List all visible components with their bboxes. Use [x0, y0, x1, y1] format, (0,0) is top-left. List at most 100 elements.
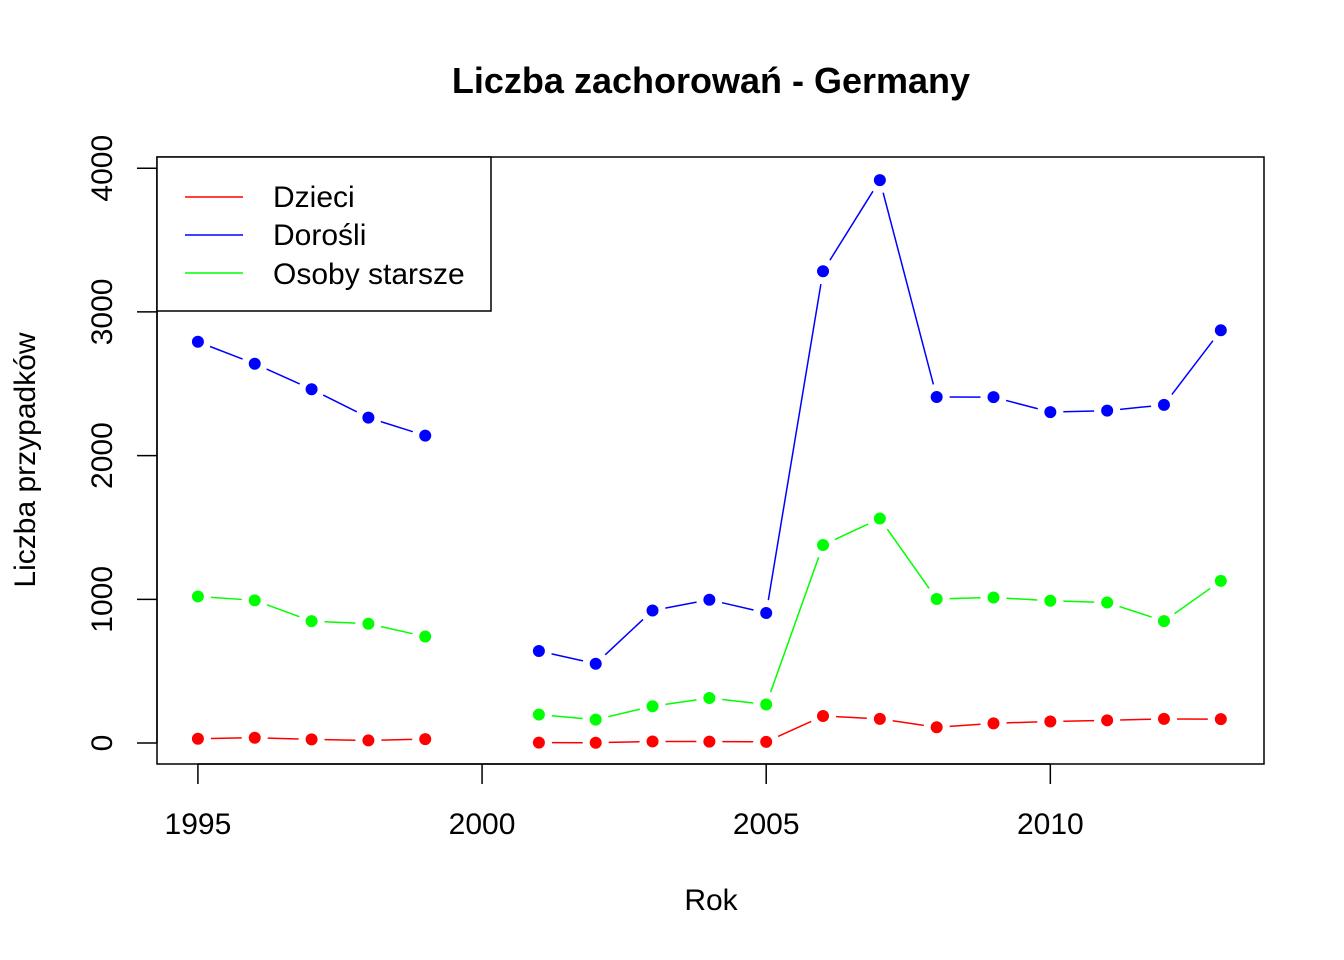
series-segment — [1005, 399, 1038, 410]
data-point — [930, 390, 943, 403]
series-segment — [324, 621, 356, 624]
series-segment — [829, 190, 874, 261]
series-segment — [886, 528, 930, 589]
series-segment — [604, 618, 644, 656]
data-point — [248, 357, 261, 370]
data-point — [873, 512, 886, 525]
legend-label-dzieci: Dzieci — [273, 181, 355, 214]
series-segment — [834, 523, 869, 541]
data-point — [191, 732, 204, 745]
data-point — [646, 700, 659, 713]
data-point — [760, 606, 773, 619]
series-segment — [266, 604, 300, 618]
series-segment — [1120, 405, 1152, 411]
data-point — [1101, 714, 1114, 727]
legend-box — [156, 156, 492, 312]
data-point — [1044, 715, 1057, 728]
data-point — [362, 734, 375, 747]
data-point — [1101, 596, 1114, 609]
series-segment — [267, 737, 299, 740]
legend: Dzieci Dorośli Osoby starsze — [156, 156, 492, 312]
series-segment — [1119, 605, 1152, 618]
series-segment — [209, 345, 243, 360]
data-point — [1214, 324, 1227, 337]
series-segment — [1063, 600, 1095, 603]
series-1 — [191, 174, 1227, 670]
data-point — [987, 591, 1000, 604]
data-point — [1044, 594, 1057, 607]
series-segment — [608, 740, 640, 744]
y-axis: 0 1000 2000 3000 4000 — [86, 135, 158, 751]
series-segment — [1174, 587, 1211, 615]
data-point — [1044, 406, 1057, 419]
data-point — [1101, 404, 1114, 417]
series-segment — [380, 420, 414, 433]
series-0 — [191, 710, 1227, 749]
series-segment — [892, 720, 924, 727]
data-point — [191, 335, 204, 348]
x-axis-label: Rok — [684, 884, 738, 917]
series-segment — [381, 738, 413, 741]
data-point — [987, 391, 1000, 404]
chart-title: Liczba zachorowań - Germany — [452, 60, 970, 101]
data-point — [760, 698, 773, 711]
data-point — [419, 630, 432, 643]
series-segment — [665, 699, 697, 706]
data-point — [930, 721, 943, 734]
series-segment — [665, 601, 697, 609]
data-point — [589, 713, 602, 726]
data-point — [532, 708, 545, 721]
series-layer — [191, 174, 1227, 749]
series-segment — [767, 283, 822, 601]
data-point — [305, 383, 318, 396]
legend-label-dorosli: Dorośli — [273, 219, 366, 252]
data-point — [703, 593, 716, 606]
series-segment — [882, 192, 935, 385]
series-segment — [608, 708, 641, 718]
y-tick-label: 2000 — [86, 422, 119, 489]
series-segment — [777, 720, 812, 738]
data-point — [532, 645, 545, 658]
series-segment — [324, 738, 356, 741]
data-point — [1214, 713, 1227, 726]
data-point — [817, 265, 830, 278]
data-point — [817, 710, 830, 723]
data-point — [362, 617, 375, 630]
data-point — [1157, 398, 1170, 411]
series-segment — [210, 596, 242, 601]
series-segment — [721, 601, 754, 611]
data-point — [248, 731, 261, 744]
x-tick-label: 2000 — [449, 808, 516, 841]
data-point — [305, 733, 318, 746]
data-point — [362, 411, 375, 424]
x-tick-label: 2010 — [1017, 808, 1084, 841]
data-point — [1157, 712, 1170, 725]
series-segment — [551, 714, 583, 720]
series-segment — [949, 723, 981, 728]
data-point — [873, 174, 886, 187]
y-tick-label: 1000 — [86, 566, 119, 633]
series-segment — [835, 715, 867, 719]
y-axis-label: Liczba przypadków — [9, 332, 42, 587]
y-tick-label: 3000 — [86, 279, 119, 346]
series-segment — [1120, 718, 1152, 721]
data-point — [646, 735, 659, 748]
series-segment — [949, 597, 981, 600]
series-segment — [769, 556, 820, 693]
y-tick-label: 4000 — [86, 135, 119, 202]
data-point — [248, 594, 261, 607]
series-segment — [1006, 597, 1038, 601]
data-point — [419, 429, 432, 442]
x-tick-label: 1995 — [165, 808, 232, 841]
data-point — [873, 712, 886, 725]
data-point — [1214, 574, 1227, 587]
series-segment — [722, 698, 754, 704]
data-point — [817, 538, 830, 551]
data-point — [589, 657, 602, 670]
data-point — [703, 735, 716, 748]
series-segment — [551, 653, 584, 662]
data-point — [930, 593, 943, 606]
data-point — [589, 736, 602, 749]
data-point — [419, 733, 432, 746]
series-segment — [322, 394, 358, 413]
